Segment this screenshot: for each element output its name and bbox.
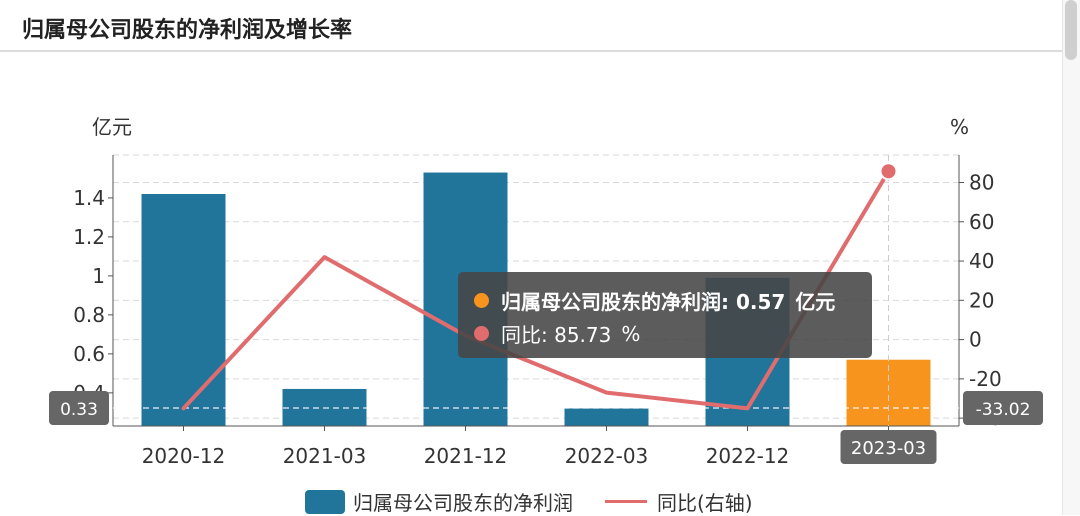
axis-pointer-left-label-bg	[49, 391, 109, 425]
legend-item-yoy[interactable]: 同比(右轴)	[605, 487, 753, 516]
left-tick-label: 1.4	[73, 186, 105, 210]
chart-title: 归属母公司股东的净利润及增长率	[22, 18, 353, 43]
bar-mark	[564, 408, 649, 426]
tooltip-yoy-unit: %	[621, 321, 641, 346]
yoy-line-series	[181, 169, 891, 411]
tooltip-net-profit-value: 归属母公司股东的净利润: 0.57	[501, 290, 786, 314]
x-tick-label: 2021-12	[424, 444, 508, 468]
axis-pointer-left-label: 0.33	[60, 400, 98, 420]
tooltip-yoy-value: 同比: 85.73	[501, 323, 612, 347]
tooltip-row-yoy: 同比: 85.73 %	[474, 319, 640, 348]
chart-tooltip: 归属母公司股东的净利润: 0.57 亿元 同比: 85.73 %	[458, 272, 872, 358]
chart-canvas: 0.40.60.811.21.4-40-20020406080亿元%2020-1…	[49, 115, 1043, 468]
axis-pointer-right-label: -33.02	[976, 400, 1031, 420]
x-tick-label: 2020-12	[142, 444, 226, 468]
bar-mark	[141, 193, 226, 426]
legend-bar-swatch-icon	[305, 489, 345, 514]
yoy-highlight-point	[879, 162, 898, 181]
chart-legend: 归属母公司股东的净利润 同比(右轴)	[0, 487, 1062, 515]
axis-pointer-x-label-bg	[840, 430, 937, 464]
x-tick-label: 2022-03	[565, 444, 649, 468]
legend-item-net-profit[interactable]: 归属母公司股东的净利润	[305, 487, 573, 516]
scrollbar-thumb[interactable]	[1065, 0, 1077, 60]
tooltip-net-profit-unit: 亿元	[795, 290, 836, 314]
scrollbar[interactable]	[1062, 0, 1080, 515]
right-tick-label: -20	[969, 367, 1002, 391]
left-tick-label: 1.2	[73, 225, 105, 249]
axis-pointer-x-label: 2023-03	[851, 438, 926, 459]
legend-label-net-profit: 归属母公司股东的净利润	[353, 491, 573, 515]
left-tick-label: 0.6	[73, 342, 105, 366]
legend-label-yoy: 同比(右轴)	[657, 491, 753, 515]
tooltip-bar-marker-icon	[474, 293, 489, 308]
left-axis-unit: 亿元	[92, 115, 132, 139]
axis-pointer-right-label-bg	[963, 391, 1043, 425]
right-tick-label: 80	[969, 170, 994, 194]
tooltip-line-marker-icon	[474, 326, 489, 341]
left-tick-label: 0.8	[73, 303, 105, 327]
right-tick-label: 20	[969, 288, 994, 312]
x-tick-label: 2021-03	[283, 444, 367, 468]
right-axis-unit: %	[950, 115, 969, 139]
left-tick-label: 1	[92, 264, 105, 288]
x-tick-label: 2022-12	[706, 444, 790, 468]
chart-header: 归属母公司股东的净利润及增长率	[0, 0, 1062, 52]
right-tick-label: 60	[969, 210, 994, 234]
legend-line-swatch-icon	[605, 500, 647, 503]
right-tick-label: 40	[969, 249, 994, 273]
right-tick-label: 0	[969, 328, 982, 352]
tooltip-row-net-profit: 归属母公司股东的净利润: 0.57 亿元	[474, 286, 835, 315]
